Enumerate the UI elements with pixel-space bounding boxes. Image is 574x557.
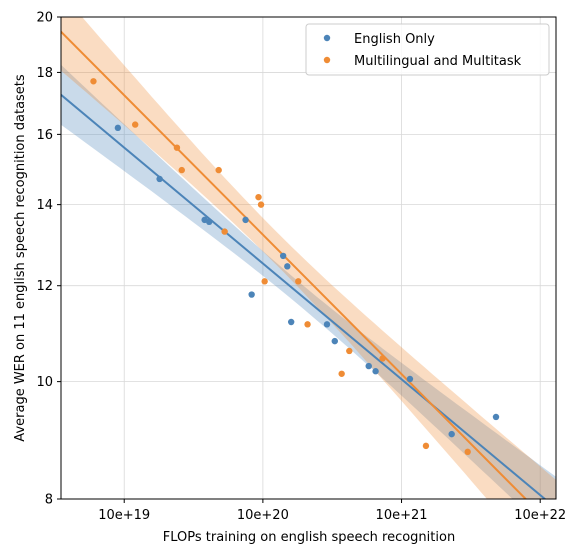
y-tick-label: 18 [36, 66, 53, 81]
y-axis-title: Average WER on 11 english speech recogni… [13, 74, 28, 442]
axis-ticks: 10e+19 10e+20 10e+21 10e+22 8 10 12 14 16 18 20 [36, 11, 566, 524]
y-tick-label: 16 [36, 128, 53, 143]
data-point-multilingual-and-multitask [173, 144, 181, 151]
y-tick-label: 12 [36, 279, 53, 294]
data-point-english-only [248, 291, 255, 298]
data-point-english-only [114, 124, 122, 132]
data-point-multilingual-and-multitask [379, 355, 386, 362]
fit-line-english-only [61, 94, 547, 499]
data-point-multilingual-and-multitask [90, 78, 97, 85]
data-point-multilingual-and-multitask [255, 193, 262, 201]
confidence-bands [61, 17, 556, 499]
data-point-multilingual-and-multitask [338, 370, 345, 377]
y-tick-label: 20 [36, 11, 53, 26]
data-point-english-only [331, 337, 338, 345]
x-tick-label: 10e+22 [514, 508, 566, 523]
data-point-english-only [287, 318, 295, 326]
x-tick-label: 10e+19 [98, 508, 150, 523]
y-tick-label: 14 [36, 198, 53, 213]
plot-frame [60, 16, 557, 500]
confidence-band-english-only [61, 64, 556, 499]
x-tick-label: 10e+20 [237, 508, 289, 523]
legend-marker-multilingual [323, 56, 331, 64]
legend-box [305, 23, 550, 76]
data-point-multilingual-and-multitask [464, 448, 471, 456]
data-point-multilingual-and-multitask [178, 166, 185, 174]
confidence-band-multilingual-and-multitask [61, 17, 556, 499]
fit-lines [61, 30, 547, 499]
data-point-english-only [492, 413, 500, 421]
fit-line-multilingual-and-multitask [61, 30, 528, 499]
data-point-english-only [284, 263, 291, 270]
data-point-english-only [448, 430, 455, 438]
data-point-multilingual-and-multitask [215, 166, 222, 174]
data-point-multilingual-and-multitask [422, 442, 430, 450]
data-point-multilingual-and-multitask [257, 201, 265, 208]
data-point-multilingual-and-multitask [221, 228, 228, 235]
data-point-english-only [279, 252, 287, 260]
x-axis-title: FLOPs training on english speech recogni… [163, 530, 455, 545]
data-point-multilingual-and-multitask [295, 278, 302, 285]
data-point-english-only [205, 218, 213, 226]
data-point-multilingual-and-multitask [346, 347, 353, 355]
data-point-english-only [365, 362, 372, 370]
data-point-english-only [156, 175, 163, 183]
data-point-english-only [242, 216, 249, 224]
legend-label-multilingual: Multilingual and Multitask [354, 54, 522, 69]
data-point-english-only [372, 368, 379, 375]
data-points [90, 78, 500, 456]
y-tick-label: 10 [36, 375, 53, 390]
legend-label-english-only: English Only [354, 32, 435, 47]
data-point-english-only [323, 321, 331, 328]
legend-marker-english-only [323, 34, 331, 42]
data-point-english-only [406, 375, 414, 383]
data-point-multilingual-and-multitask [261, 278, 268, 285]
y-tick-label: 8 [45, 493, 53, 508]
data-point-multilingual-and-multitask [304, 321, 311, 328]
legend: English Only Multilingual and Multitask [305, 23, 550, 76]
x-tick-label: 10e+21 [376, 508, 428, 523]
data-point-multilingual-and-multitask [131, 121, 139, 128]
